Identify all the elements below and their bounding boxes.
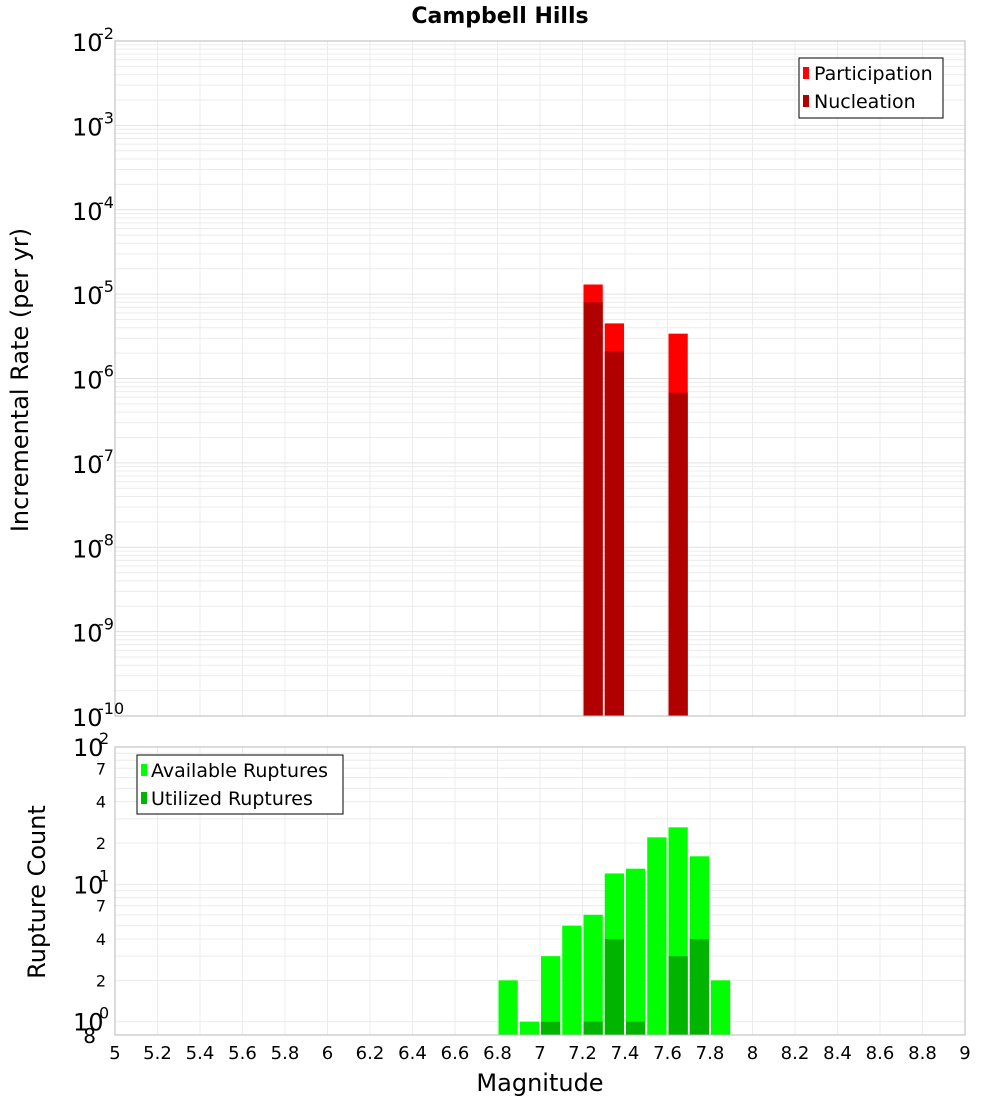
x-ticks: 5 5.2 5.4 5.6 5.8 6 6.2 6.4 6.6 6.8 7 7.2 7.4 7.6 7.8 8… <box>109 1043 970 1064</box>
legend-swatch-utilized <box>141 792 147 804</box>
nucleation-bar <box>668 392 688 716</box>
count-y-tick-label: 10 <box>73 871 104 899</box>
rate-legend: Participation Nucleation <box>798 57 944 119</box>
x-tick-label: 9 <box>959 1043 970 1064</box>
chart-title: Campbell Hills <box>411 4 588 29</box>
utilized-rupture-bar <box>583 1021 603 1035</box>
count-y-minor-tick-label: 7 <box>96 759 106 778</box>
rate-legend-box <box>798 57 944 119</box>
rate-y-tick-exponent: -7 <box>98 446 114 465</box>
rate-y-tick-label: 10 <box>72 282 103 310</box>
count-y-tick-exponent: 1 <box>99 866 109 885</box>
rate-y-tick-label: 10 <box>72 29 103 57</box>
x-tick-label: 7.4 <box>611 1043 640 1064</box>
rate-y-tick-label: 10 <box>72 113 103 141</box>
available-rupture-bar <box>647 837 667 1035</box>
count-legend: Available Ruptures Utilized Ruptures <box>136 754 344 815</box>
rate-y-tick-label: 10 <box>72 535 103 563</box>
x-tick-label: 8 <box>747 1043 758 1064</box>
count-legend-box <box>136 754 344 815</box>
nucleation-bar <box>604 351 624 716</box>
rate-y-tick-exponent: -5 <box>98 277 114 296</box>
rate-y-tick-exponent: -2 <box>98 24 114 43</box>
count-y-minor-tick-label: 2 <box>96 971 106 990</box>
x-tick-label: 8.6 <box>866 1043 895 1064</box>
available-rupture-bar <box>583 914 603 1035</box>
available-rupture-bar <box>626 868 646 1035</box>
available-rupture-bar <box>562 925 582 1035</box>
x-tick-label: 6.4 <box>398 1043 427 1064</box>
count-y-minor-tick-label: 4 <box>96 793 106 812</box>
available-rupture-bar <box>711 980 731 1035</box>
x-tick-label: 5.2 <box>143 1043 172 1064</box>
count-y-axis-label: Rupture Count <box>23 805 51 979</box>
x-tick-label: 6.6 <box>441 1043 470 1064</box>
available-rupture-bar <box>498 980 518 1035</box>
x-tick-label: 5.6 <box>228 1043 257 1064</box>
x-tick-label: 5.8 <box>271 1043 300 1064</box>
legend-label-available: Available Ruptures <box>151 760 328 782</box>
rate-y-tick-label: 10 <box>72 704 103 732</box>
x-tick-label: 6 <box>322 1043 333 1064</box>
rate-plot-border <box>114 40 966 717</box>
x-tick-label: 6.2 <box>356 1043 385 1064</box>
count-y-minor-tick-label: 2 <box>96 834 106 853</box>
legend-label-nucleation: Nucleation <box>814 91 916 113</box>
count-y-tick-label: 10 <box>73 734 104 762</box>
x-tick-label: 8.2 <box>781 1043 810 1064</box>
count-gridlines <box>115 747 965 1035</box>
x-tick-label: 5.4 <box>186 1043 215 1064</box>
rate-y-tick-label: 10 <box>72 198 103 226</box>
x-tick-label: 6.8 <box>483 1043 512 1064</box>
count-y-minor-tick-label: 4 <box>96 930 106 949</box>
rate-y-tick-exponent: -4 <box>98 193 114 212</box>
count-y-tick-exponent: 0 <box>99 1004 109 1023</box>
rate-y-tick-exponent: -10 <box>98 699 124 718</box>
utilized-rupture-bar <box>689 939 709 1035</box>
count-y-tick-label: 10 <box>73 1009 104 1037</box>
rate-y-tick-label: 10 <box>72 367 103 395</box>
utilized-rupture-bar <box>541 1021 561 1035</box>
available-rupture-bar <box>519 1021 539 1035</box>
rate-y-tick-exponent: -9 <box>98 615 114 634</box>
x-tick-label: 7 <box>534 1043 545 1064</box>
legend-swatch-available <box>141 764 147 776</box>
legend-swatch-nucleation <box>803 95 809 107</box>
x-tick-label: 7.8 <box>696 1043 725 1064</box>
legend-label-utilized: Utilized Ruptures <box>151 788 313 810</box>
count-bars <box>498 827 731 1035</box>
rate-bars <box>583 284 688 716</box>
x-tick-label: 7.2 <box>568 1043 597 1064</box>
count-y-tick-exponent: 2 <box>99 729 109 748</box>
x-tick-label: 8.8 <box>908 1043 937 1064</box>
available-rupture-bar <box>541 956 561 1035</box>
rate-y-tick-label: 10 <box>72 451 103 479</box>
rate-y-tick-exponent: -8 <box>98 530 114 549</box>
rate-y-tick-label: 10 <box>72 620 103 648</box>
rate-y-axis-label: Incremental Rate (per yr) <box>6 228 34 532</box>
utilized-rupture-bar <box>668 956 688 1035</box>
count-y-minor-tick-label: 8 <box>83 1024 96 1048</box>
legend-swatch-participation <box>803 67 809 79</box>
x-tick-label: 5 <box>109 1043 120 1064</box>
utilized-rupture-bar <box>626 1021 646 1035</box>
x-tick-label: 8.4 <box>823 1043 852 1064</box>
rate-y-tick-exponent: -3 <box>98 108 114 127</box>
count-plot-border <box>114 746 966 1036</box>
legend-label-participation: Participation <box>814 63 933 85</box>
count-y-minor-tick-label: 7 <box>96 897 106 916</box>
utilized-rupture-bar <box>604 939 624 1035</box>
rate-gridlines <box>115 41 965 717</box>
rate-y-tick-exponent: -6 <box>98 362 114 381</box>
x-tick-label: 7.6 <box>653 1043 682 1064</box>
nucleation-bar <box>583 302 603 716</box>
x-axis-label: Magnitude <box>476 1069 603 1097</box>
